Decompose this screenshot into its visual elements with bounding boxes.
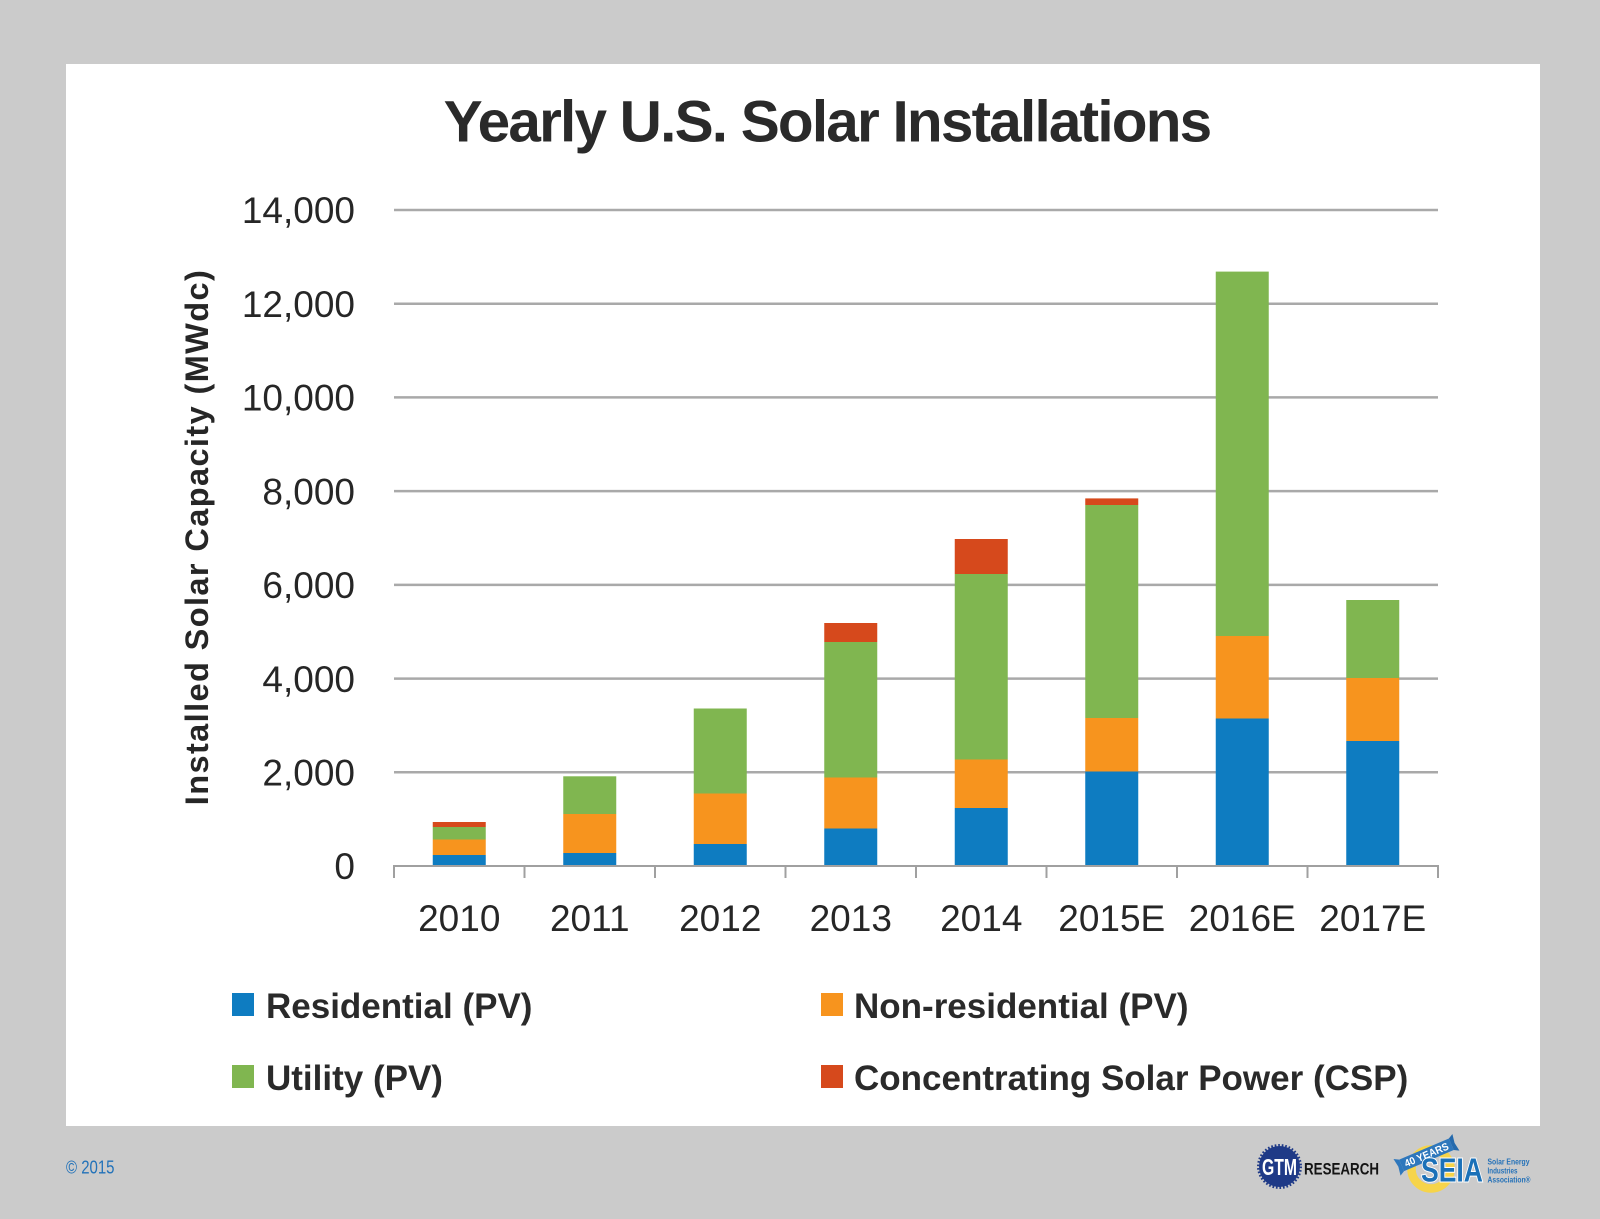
- svg-text:Association®: Association®: [1488, 1175, 1532, 1185]
- svg-text:2017E: 2017E: [1319, 898, 1426, 939]
- svg-text:0: 0: [334, 846, 355, 887]
- svg-text:Industries: Industries: [1488, 1166, 1518, 1176]
- svg-text:4,000: 4,000: [262, 659, 355, 700]
- svg-text:2011: 2011: [550, 898, 630, 939]
- svg-text:10,000: 10,000: [242, 378, 355, 419]
- svg-text:8,000: 8,000: [262, 471, 355, 512]
- svg-text:Installed Solar Capacity (MWdc: Installed Solar Capacity (MWdc): [179, 269, 215, 805]
- svg-text:SEIA: SEIA: [1421, 1152, 1483, 1189]
- svg-text:2016E: 2016E: [1189, 898, 1296, 939]
- svg-text:2012: 2012: [679, 898, 761, 939]
- svg-text:Yearly U.S. Solar Installation: Yearly U.S. Solar Installations: [444, 90, 1211, 155]
- svg-text:© 2015: © 2015: [66, 1157, 115, 1178]
- svg-text:Non-residential (PV): Non-residential (PV): [854, 987, 1188, 1026]
- svg-text:6,000: 6,000: [262, 565, 355, 606]
- svg-text:Solar Energy: Solar Energy: [1488, 1157, 1530, 1167]
- svg-text:2015E: 2015E: [1058, 898, 1165, 939]
- svg-text:Utility (PV): Utility (PV): [266, 1059, 443, 1098]
- svg-text:2013: 2013: [810, 898, 892, 939]
- svg-text:12,000: 12,000: [242, 284, 355, 325]
- svg-text:14,000: 14,000: [242, 190, 355, 231]
- svg-text:2010: 2010: [418, 898, 500, 939]
- svg-text:Concentrating Solar Power (CSP: Concentrating Solar Power (CSP): [854, 1059, 1408, 1098]
- svg-text:Residential (PV): Residential (PV): [266, 987, 532, 1026]
- svg-text:2014: 2014: [940, 898, 1022, 939]
- svg-text:RESEARCH: RESEARCH: [1304, 1160, 1379, 1179]
- svg-text:2,000: 2,000: [262, 753, 355, 794]
- svg-text:GTM: GTM: [1262, 1154, 1297, 1180]
